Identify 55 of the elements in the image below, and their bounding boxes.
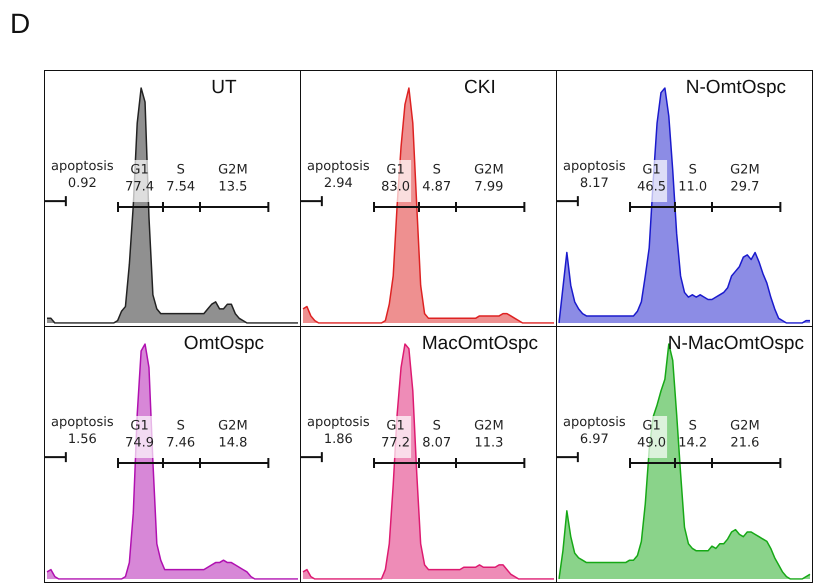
chart-subtitle: N-MacOmtOspc xyxy=(668,333,804,354)
annotation: 83.0 xyxy=(381,179,410,194)
annotation: apoptosis xyxy=(306,159,370,174)
annotation: G2M xyxy=(218,162,248,178)
chart-subtitle: MacOmtOspc xyxy=(422,333,538,354)
annotation: S xyxy=(176,162,185,178)
annotation: G1 xyxy=(642,418,661,434)
annotation: G2M xyxy=(730,162,760,178)
annotation: 14.8 xyxy=(218,435,248,450)
annotation: 13.5 xyxy=(218,179,248,194)
annotation: 7.54 xyxy=(166,179,196,194)
annotation: apoptosis xyxy=(50,159,114,174)
chart-subtitle: CKI xyxy=(464,77,496,98)
annotation: G2M xyxy=(474,162,504,178)
annotation: 7.46 xyxy=(166,435,196,450)
annotation: 46.5 xyxy=(637,179,666,194)
annotation: 7.99 xyxy=(474,179,504,194)
annotation: 14.2 xyxy=(678,435,708,450)
annotation: G2M xyxy=(730,418,760,434)
annotation: 29.7 xyxy=(730,179,760,194)
annotation: S xyxy=(688,162,697,178)
annotation: apoptosis xyxy=(562,159,626,174)
annotation: 74.9 xyxy=(125,435,154,450)
annotation: S xyxy=(432,162,441,178)
annotation: 11.3 xyxy=(474,435,504,450)
annotation: G1 xyxy=(130,418,149,434)
annotation: G1 xyxy=(386,162,405,178)
chart-subtitle: OmtOspc xyxy=(184,333,264,354)
annotation: 49.0 xyxy=(637,435,666,450)
annotation: S xyxy=(176,418,185,434)
annotation: 2.94 xyxy=(324,176,353,192)
annotation: G2M xyxy=(474,418,504,434)
annotation: apoptosis xyxy=(50,415,114,430)
annotation: 8.07 xyxy=(422,435,452,450)
annotation: 1.56 xyxy=(68,432,97,448)
chart-title: D xyxy=(10,8,30,40)
annotation: 11.0 xyxy=(678,179,708,194)
annotation: 6.97 xyxy=(580,432,609,448)
annotation: G1 xyxy=(130,162,149,178)
annotation: 77.2 xyxy=(381,435,410,450)
chart-subtitle: UT xyxy=(211,77,237,98)
annotation: 4.87 xyxy=(422,179,452,194)
annotation: apoptosis xyxy=(562,415,626,430)
annotation: apoptosis xyxy=(306,415,370,430)
annotation: G1 xyxy=(642,162,661,178)
annotation: 77.4 xyxy=(125,179,154,194)
annotation: G1 xyxy=(386,418,405,434)
annotation: S xyxy=(688,418,697,434)
annotation: G2M xyxy=(218,418,248,434)
annotation: 0.92 xyxy=(68,176,97,192)
annotation: 8.17 xyxy=(580,176,609,192)
annotation: 21.6 xyxy=(730,435,760,450)
chart-subtitle: N-OmtOspc xyxy=(686,77,786,98)
annotation: 1.86 xyxy=(324,432,353,448)
annotation: S xyxy=(432,418,441,434)
